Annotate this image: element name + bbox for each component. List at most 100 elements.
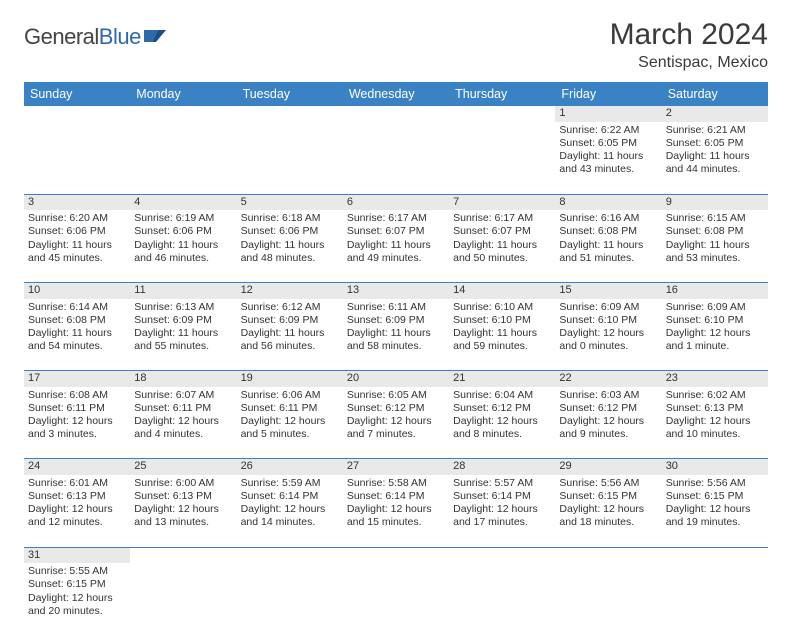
day-detail-line: Sunset: 6:08 PM — [559, 225, 657, 238]
calendar-day-cell: Sunrise: 6:15 AMSunset: 6:08 PMDaylight:… — [662, 210, 768, 282]
day-details: Sunrise: 6:03 AMSunset: 6:12 PMDaylight:… — [559, 389, 657, 442]
day-number-cell: 1 — [555, 106, 661, 122]
day-header: Saturday — [662, 82, 768, 106]
day-detail-line: Sunrise: 5:56 AM — [666, 477, 764, 490]
day-number-cell — [343, 547, 449, 563]
day-number-cell: 12 — [237, 282, 343, 298]
day-number-cell: 20 — [343, 371, 449, 387]
calendar-day-cell — [130, 563, 236, 635]
day-detail-line: Sunrise: 5:57 AM — [453, 477, 551, 490]
day-detail-line: Sunset: 6:10 PM — [666, 314, 764, 327]
calendar-day-cell: Sunrise: 6:11 AMSunset: 6:09 PMDaylight:… — [343, 299, 449, 371]
day-detail-line: Sunrise: 6:05 AM — [347, 389, 445, 402]
calendar-day-cell: Sunrise: 6:14 AMSunset: 6:08 PMDaylight:… — [24, 299, 130, 371]
calendar-day-cell — [343, 563, 449, 635]
calendar-day-cell: Sunrise: 6:05 AMSunset: 6:12 PMDaylight:… — [343, 387, 449, 459]
day-number-cell: 16 — [662, 282, 768, 298]
day-details: Sunrise: 6:06 AMSunset: 6:11 PMDaylight:… — [241, 389, 339, 442]
day-detail-line: Daylight: 12 hours and 19 minutes. — [666, 503, 764, 529]
day-detail-line: Daylight: 11 hours and 45 minutes. — [28, 239, 126, 265]
day-header: Monday — [130, 82, 236, 106]
day-detail-line: Sunset: 6:07 PM — [453, 225, 551, 238]
day-number-cell: 2 — [662, 106, 768, 122]
day-details: Sunrise: 5:56 AMSunset: 6:15 PMDaylight:… — [666, 477, 764, 530]
day-detail-line: Daylight: 11 hours and 56 minutes. — [241, 327, 339, 353]
day-detail-line: Sunset: 6:09 PM — [134, 314, 232, 327]
day-detail-line: Sunrise: 6:07 AM — [134, 389, 232, 402]
day-detail-line: Sunrise: 6:19 AM — [134, 212, 232, 225]
calendar-day-cell — [24, 122, 130, 194]
calendar-day-cell: Sunrise: 5:59 AMSunset: 6:14 PMDaylight:… — [237, 475, 343, 547]
day-number-cell: 27 — [343, 459, 449, 475]
day-detail-line: Daylight: 11 hours and 51 minutes. — [559, 239, 657, 265]
calendar-week-row: Sunrise: 6:14 AMSunset: 6:08 PMDaylight:… — [24, 299, 768, 371]
day-number-cell — [237, 547, 343, 563]
day-header: Friday — [555, 82, 661, 106]
day-detail-line: Daylight: 12 hours and 12 minutes. — [28, 503, 126, 529]
day-detail-line: Daylight: 11 hours and 53 minutes. — [666, 239, 764, 265]
day-number-cell: 21 — [449, 371, 555, 387]
day-detail-line: Sunrise: 6:18 AM — [241, 212, 339, 225]
day-number-cell: 8 — [555, 194, 661, 210]
day-detail-line: Sunset: 6:06 PM — [241, 225, 339, 238]
day-number-cell: 11 — [130, 282, 236, 298]
day-detail-line: Sunrise: 5:56 AM — [559, 477, 657, 490]
calendar-day-cell: Sunrise: 6:18 AMSunset: 6:06 PMDaylight:… — [237, 210, 343, 282]
calendar-day-cell: Sunrise: 6:07 AMSunset: 6:11 PMDaylight:… — [130, 387, 236, 459]
day-number-cell — [343, 106, 449, 122]
day-number-cell: 31 — [24, 547, 130, 563]
calendar-week-row: Sunrise: 6:01 AMSunset: 6:13 PMDaylight:… — [24, 475, 768, 547]
day-detail-line: Sunrise: 6:00 AM — [134, 477, 232, 490]
day-detail-line: Sunrise: 6:04 AM — [453, 389, 551, 402]
day-detail-line: Sunrise: 6:06 AM — [241, 389, 339, 402]
day-number-cell — [662, 547, 768, 563]
calendar-day-cell: Sunrise: 6:04 AMSunset: 6:12 PMDaylight:… — [449, 387, 555, 459]
day-details: Sunrise: 6:10 AMSunset: 6:10 PMDaylight:… — [453, 301, 551, 354]
day-header: Wednesday — [343, 82, 449, 106]
day-number-cell: 10 — [24, 282, 130, 298]
calendar-day-cell: Sunrise: 5:57 AMSunset: 6:14 PMDaylight:… — [449, 475, 555, 547]
day-details: Sunrise: 6:18 AMSunset: 6:06 PMDaylight:… — [241, 212, 339, 265]
day-detail-line: Sunset: 6:14 PM — [347, 490, 445, 503]
day-detail-line: Daylight: 11 hours and 48 minutes. — [241, 239, 339, 265]
calendar-day-cell — [130, 122, 236, 194]
calendar-day-cell: Sunrise: 6:17 AMSunset: 6:07 PMDaylight:… — [449, 210, 555, 282]
calendar-day-cell — [237, 122, 343, 194]
day-detail-line: Sunset: 6:05 PM — [559, 137, 657, 150]
day-detail-line: Sunrise: 6:22 AM — [559, 124, 657, 137]
day-number-cell: 13 — [343, 282, 449, 298]
day-details: Sunrise: 6:11 AMSunset: 6:09 PMDaylight:… — [347, 301, 445, 354]
day-details: Sunrise: 6:17 AMSunset: 6:07 PMDaylight:… — [347, 212, 445, 265]
day-detail-line: Sunrise: 6:13 AM — [134, 301, 232, 314]
day-number-cell: 24 — [24, 459, 130, 475]
day-detail-line: Daylight: 12 hours and 14 minutes. — [241, 503, 339, 529]
calendar-day-cell: Sunrise: 6:01 AMSunset: 6:13 PMDaylight:… — [24, 475, 130, 547]
calendar-day-cell — [555, 563, 661, 635]
calendar-day-cell: Sunrise: 6:20 AMSunset: 6:06 PMDaylight:… — [24, 210, 130, 282]
day-number-cell: 28 — [449, 459, 555, 475]
calendar-page: GeneralBlue March 2024 Sentispac, Mexico… — [0, 0, 792, 612]
calendar-day-cell: Sunrise: 5:56 AMSunset: 6:15 PMDaylight:… — [662, 475, 768, 547]
day-detail-line: Sunset: 6:08 PM — [666, 225, 764, 238]
day-detail-line: Sunset: 6:09 PM — [241, 314, 339, 327]
day-number-row: 3456789 — [24, 194, 768, 210]
day-detail-line: Sunset: 6:06 PM — [28, 225, 126, 238]
brand-text: GeneralBlue — [24, 24, 141, 50]
day-detail-line: Sunset: 6:13 PM — [134, 490, 232, 503]
day-detail-line: Sunrise: 6:17 AM — [453, 212, 551, 225]
day-detail-line: Daylight: 12 hours and 0 minutes. — [559, 327, 657, 353]
day-details: Sunrise: 6:07 AMSunset: 6:11 PMDaylight:… — [134, 389, 232, 442]
brand-logo: GeneralBlue — [24, 18, 166, 50]
day-detail-line: Sunset: 6:14 PM — [453, 490, 551, 503]
day-details: Sunrise: 6:14 AMSunset: 6:08 PMDaylight:… — [28, 301, 126, 354]
day-details: Sunrise: 5:57 AMSunset: 6:14 PMDaylight:… — [453, 477, 551, 530]
day-detail-line: Daylight: 12 hours and 7 minutes. — [347, 415, 445, 441]
day-details: Sunrise: 5:56 AMSunset: 6:15 PMDaylight:… — [559, 477, 657, 530]
day-detail-line: Sunset: 6:15 PM — [666, 490, 764, 503]
day-detail-line: Sunrise: 5:58 AM — [347, 477, 445, 490]
day-number-cell: 22 — [555, 371, 661, 387]
day-details: Sunrise: 6:13 AMSunset: 6:09 PMDaylight:… — [134, 301, 232, 354]
day-detail-line: Sunrise: 6:14 AM — [28, 301, 126, 314]
day-details: Sunrise: 5:59 AMSunset: 6:14 PMDaylight:… — [241, 477, 339, 530]
calendar-day-cell: Sunrise: 6:13 AMSunset: 6:09 PMDaylight:… — [130, 299, 236, 371]
